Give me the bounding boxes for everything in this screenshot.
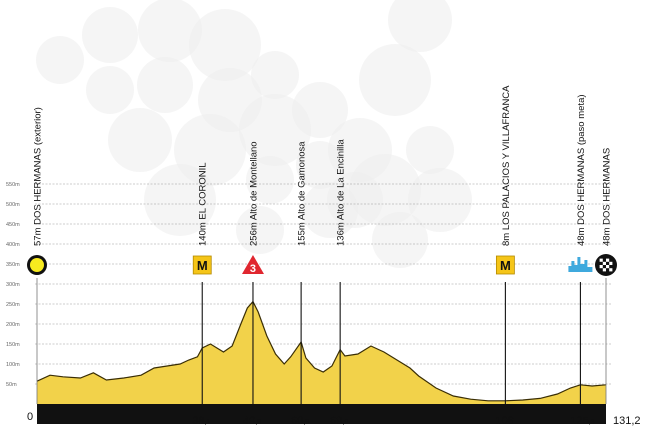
checker-square xyxy=(599,265,603,269)
checker-square xyxy=(609,261,613,265)
waypoint-5: 8m LOS PALACIOS Y VILLAFRANCA M xyxy=(495,85,515,404)
km-start-label: 0 xyxy=(27,411,33,423)
decor-shape xyxy=(137,57,193,113)
checker-square xyxy=(609,268,613,272)
checker-square xyxy=(606,258,610,262)
checker-square xyxy=(599,258,603,262)
waypoint-label: 256m Alto de Montellano xyxy=(248,141,259,246)
waypoint-4: 136m Alto de La Encinilla xyxy=(336,139,347,404)
y-tick-label: 300m xyxy=(6,282,20,288)
city-skyline-icon xyxy=(568,257,593,272)
decor-shape xyxy=(239,94,311,166)
waypoints: 57m DOS HERMANAS (exterior) 140m EL CORON… xyxy=(27,85,617,404)
y-tick-label: 400m xyxy=(6,242,20,248)
km-marker-decimal: ,9 xyxy=(303,419,309,426)
checker-square xyxy=(602,261,606,265)
decor-shape xyxy=(372,212,428,268)
sprint-m-icon xyxy=(192,255,212,275)
y-tick-label: 200m xyxy=(6,322,20,328)
y-tick-label: 550m xyxy=(6,182,20,188)
decor-shape xyxy=(36,36,84,84)
profile-fill xyxy=(37,301,606,404)
decor-shape xyxy=(144,164,216,236)
y-tick-label: 450m xyxy=(6,222,20,228)
waypoint-label: 8m LOS PALACIOS Y VILLAFRANCA xyxy=(501,85,512,246)
y-tick-label: 50m xyxy=(6,382,17,388)
decor-shape xyxy=(189,9,261,81)
decor-shape xyxy=(86,66,134,114)
profile-base-bar xyxy=(37,404,606,424)
km-marker-label: 108 xyxy=(495,415,513,427)
y-tick-label: 100m xyxy=(6,362,20,368)
decor-shape xyxy=(408,168,472,232)
decor-shape xyxy=(236,206,284,254)
km-marker-decimal: ,8 xyxy=(255,419,261,426)
km-marker-decimal: ,3 xyxy=(589,419,595,426)
km-marker-decimal: ,1 xyxy=(204,419,210,426)
km-marker-label: 125,3 xyxy=(570,415,594,427)
waypoint-1: 140m EL CORONIL M xyxy=(192,162,212,404)
waypoint-2: 256m Alto de Montellano 3 xyxy=(241,141,264,404)
profile-line xyxy=(36,300,607,402)
waypoint-3: 155m Alto de Gamonosa xyxy=(297,141,308,404)
sprint-m-letter: M xyxy=(500,258,511,273)
y-tick-label: 500m xyxy=(6,202,20,208)
decor-shape xyxy=(251,51,299,99)
sprint-m-letter: M xyxy=(197,258,208,273)
background-decoration xyxy=(36,0,472,268)
checker-square xyxy=(606,265,610,269)
waypoint-label: 136m Alto de La Encinilla xyxy=(336,139,347,246)
km-axis: 0 38,1 49,8 60,9 69,9 108 125,3 131,2 xyxy=(27,411,641,427)
y-tick-label: 350m xyxy=(6,262,20,268)
decor-shape xyxy=(246,156,294,204)
elevation-profile xyxy=(36,300,607,424)
y-tick-label: 150m xyxy=(6,342,20,348)
start-circle-inner xyxy=(30,258,44,272)
decor-shape xyxy=(296,141,344,189)
waypoint-label: 48m DOS HERMANAS (paso meta) xyxy=(576,94,587,246)
decor-shape xyxy=(359,44,431,116)
checker-square xyxy=(602,268,606,272)
waypoint-0: 57m DOS HERMANAS (exterior) xyxy=(27,107,47,404)
sprint-m-icon xyxy=(495,255,515,275)
km-marker-decimal: ,9 xyxy=(342,419,348,426)
climb-cat3-icon xyxy=(241,255,264,274)
decor-shape xyxy=(138,0,202,62)
waypoint-label: 140m EL CORONIL xyxy=(198,162,209,246)
decor-shape xyxy=(302,182,358,238)
climb-cat3-number: 3 xyxy=(250,263,256,275)
waypoint-6: 48m DOS HERMANAS (paso meta) xyxy=(568,94,593,404)
waypoint-label: 57m DOS HERMANAS (exterior) xyxy=(33,107,44,246)
decor-shape xyxy=(388,0,452,52)
decor-shape xyxy=(108,108,172,172)
waypoint-label: 155m Alto de Gamonosa xyxy=(297,141,308,246)
y-tick-label: 250m xyxy=(6,302,20,308)
decor-shape xyxy=(82,7,138,63)
km-end-label: 131,2 xyxy=(613,415,641,427)
waypoint-label: 48m DOS HERMANAS xyxy=(602,148,613,246)
decor-shape xyxy=(406,126,454,174)
waypoint-7: 48m DOS HERMANAS xyxy=(595,148,617,404)
